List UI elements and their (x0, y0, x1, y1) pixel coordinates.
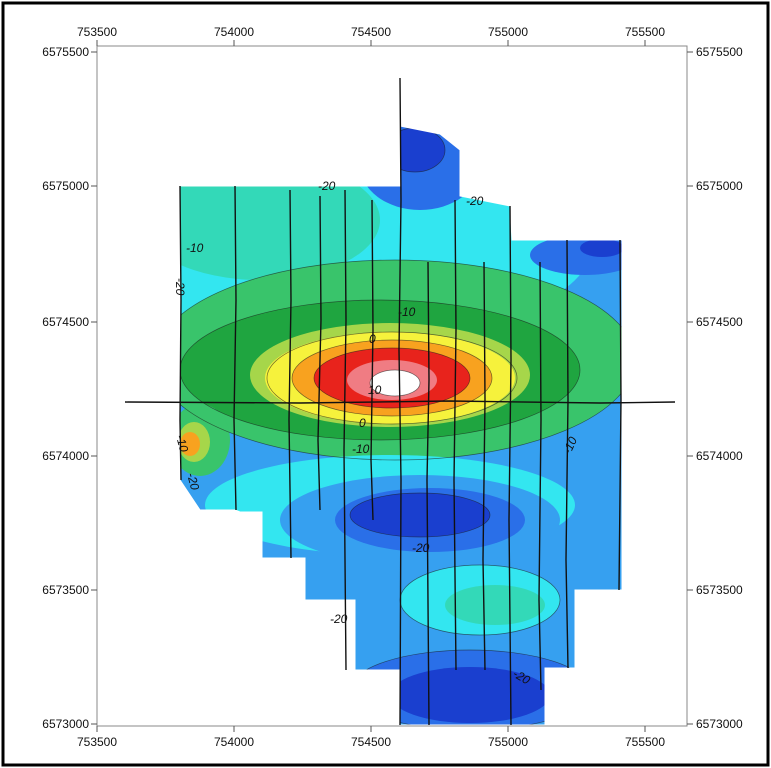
y-tick-label: 6575000 (696, 179, 743, 193)
x-tick-label: 755500 (625, 25, 665, 39)
x-tick-label: 755000 (488, 735, 528, 749)
contour-label: -10 (560, 434, 580, 456)
y-tick-label: 6574000 (696, 449, 743, 463)
y-axis-right: 6575500 6575000 6574500 6574000 6573500 … (696, 45, 743, 731)
contour-label: -20 (173, 278, 187, 296)
contour-label: 0 (359, 416, 366, 430)
y-tick-label: 6574500 (42, 315, 89, 329)
contour-label: -20 (184, 471, 202, 492)
survey-lines (124, 77, 676, 726)
x-tick-label: 754500 (351, 25, 391, 39)
x-tick-label: 753500 (77, 735, 117, 749)
contour-label: -20 (318, 179, 336, 193)
deep-blue-east (580, 239, 622, 257)
contour-label: -20 (466, 194, 484, 208)
y-tick-label: 6573000 (42, 717, 89, 731)
y-tick-label: 6573500 (42, 583, 89, 597)
y-tick-label: 6573500 (696, 583, 743, 597)
contour-label: -20 (330, 612, 348, 626)
y-tick-label: 6573000 (696, 717, 743, 731)
y-tick-label: 6574000 (42, 449, 89, 463)
y-tick-label: 6574500 (696, 315, 743, 329)
west-orange (180, 432, 200, 456)
y-axis-left: 6575500 6575000 6574500 6574000 6573500 … (42, 45, 89, 731)
contour-label: 0 (369, 332, 376, 346)
tick-marks (91, 40, 693, 732)
contour-label: -10 (398, 305, 416, 319)
x-axis-top: 753500 754000 754500 755000 755500 (77, 25, 665, 39)
survey-boundary (179, 125, 623, 726)
x-tick-label: 754000 (214, 25, 254, 39)
contour-label: -10 (173, 433, 191, 454)
x-tick-label: 754500 (351, 735, 391, 749)
x-tick-label: 755500 (625, 735, 665, 749)
x-axis-bottom: 753500 754000 754500 755000 755500 (77, 735, 665, 749)
y-tick-label: 6575500 (42, 45, 89, 59)
contour-fill (180, 126, 622, 725)
x-tick-label: 755000 (488, 25, 528, 39)
contour-label: -20 (412, 541, 430, 555)
contour-label: -10 (352, 442, 370, 456)
x-tick-label: 753500 (77, 25, 117, 39)
contour-label: 10 (368, 383, 382, 397)
y-tick-label: 6575500 (696, 45, 743, 59)
core-white (370, 370, 420, 396)
lower-aqua (445, 585, 545, 625)
x-tick-label: 754000 (214, 735, 254, 749)
contour-label: -10 (186, 241, 204, 255)
y-tick-label: 6575000 (42, 179, 89, 193)
